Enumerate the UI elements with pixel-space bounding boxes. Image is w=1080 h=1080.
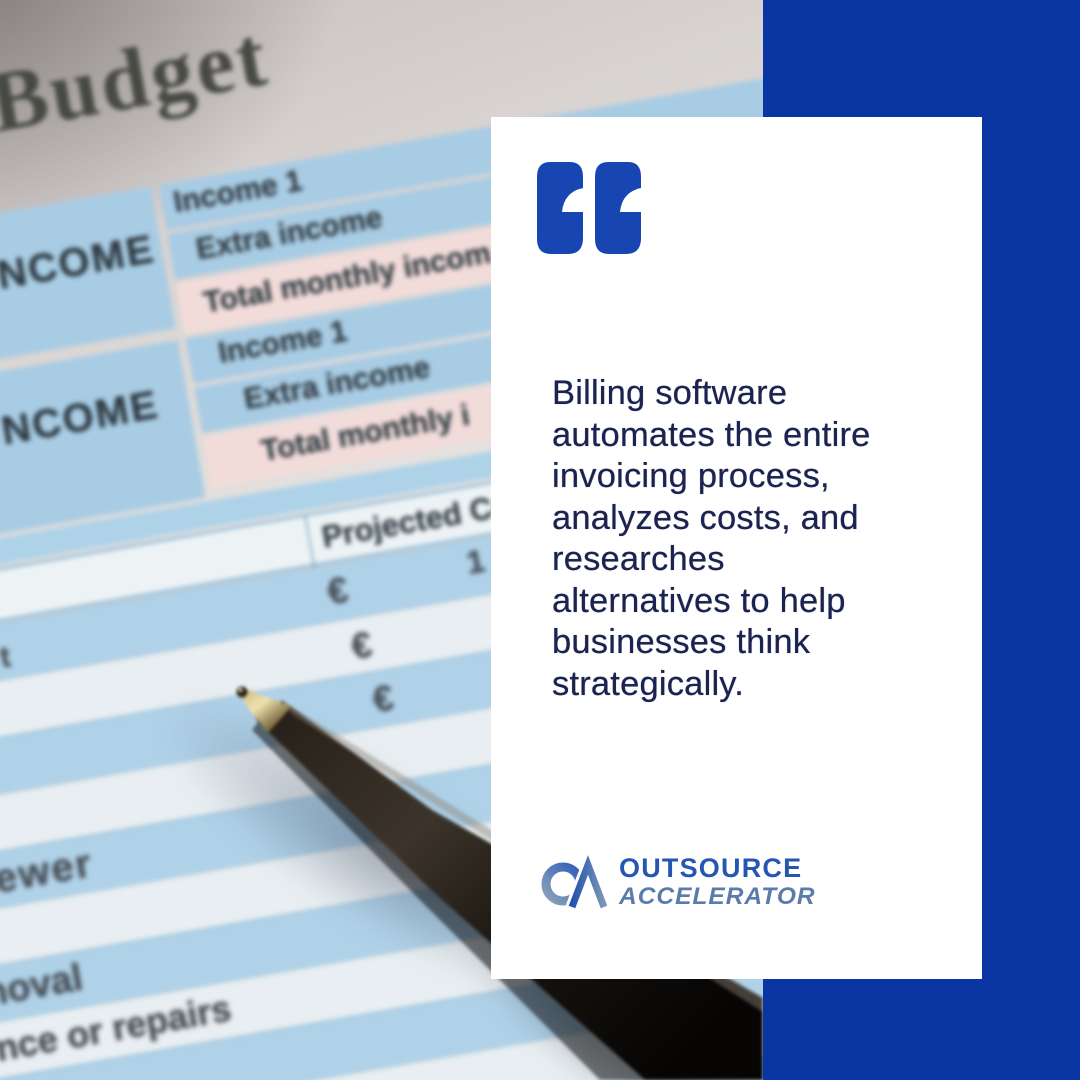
quote-icon (537, 162, 641, 254)
quote-line: businesses think (552, 623, 811, 661)
monogram-a (568, 855, 608, 909)
quote-line: alternatives to help (552, 581, 846, 620)
logo-line-accelerator: ACCELERATOR (619, 883, 816, 910)
pen-ballpoint (236, 686, 248, 698)
quote-line: analyzes costs, and (552, 498, 859, 537)
pen-tip-glint (238, 688, 243, 692)
logo-text: OUTSOURCE ACCELERATOR (619, 853, 816, 911)
pen-metal-tip (239, 687, 292, 733)
quote-text: Billing software automates the entire in… (552, 373, 871, 705)
quote-line: strategically. (552, 664, 744, 703)
quote-line: Billing software (552, 374, 788, 412)
quote-line: invoicing process, (552, 457, 830, 495)
pen-lower-edge (252, 722, 645, 1080)
outsource-accelerator-logo: OUTSOURCE ACCELERATOR (541, 853, 816, 911)
quote-card: Billing software automates the entire in… (491, 117, 982, 979)
oa-monogram-icon (541, 855, 609, 909)
quote-line: automates the entire (552, 415, 871, 454)
logo-line-outsource: OUTSOURCE (619, 853, 803, 883)
quote-line: researches (552, 540, 725, 578)
